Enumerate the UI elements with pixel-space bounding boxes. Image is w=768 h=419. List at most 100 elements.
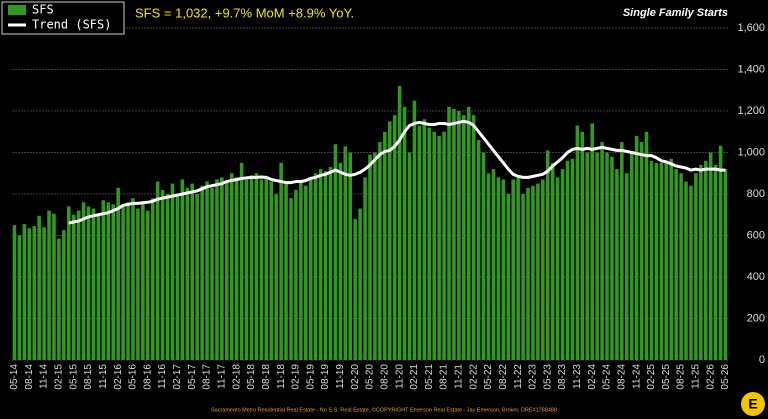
bar — [42, 227, 46, 360]
bar — [679, 173, 683, 360]
bar — [57, 238, 61, 360]
x-tick-label: 11-25 — [691, 364, 702, 389]
bar — [496, 177, 501, 360]
bar — [654, 162, 659, 360]
x-tick-label: 11-20 — [394, 364, 405, 389]
x-tick-label: 02-25 — [646, 364, 657, 390]
bar — [694, 173, 698, 360]
bar — [210, 187, 214, 360]
bar — [294, 189, 298, 360]
bar — [289, 198, 293, 360]
bar — [417, 125, 422, 361]
x-tick-label: 02-16 — [113, 364, 124, 390]
y-tick-label: 200 — [747, 312, 765, 324]
bar — [555, 177, 560, 360]
x-tick-label: 08-22 — [498, 364, 509, 390]
bar — [304, 185, 308, 360]
source-note: Sacramento Metro Residential Real Estate… — [211, 406, 557, 413]
legend-label: Trend (SFS) — [32, 18, 111, 32]
bar — [205, 181, 209, 360]
x-tick-label: 11-17 — [217, 364, 228, 389]
bar — [249, 175, 254, 360]
bar — [664, 162, 669, 360]
bar — [180, 179, 185, 360]
bar — [432, 131, 436, 360]
bar — [580, 131, 585, 360]
x-tick-label: 02-15 — [54, 364, 65, 390]
x-tick-label: 02-26 — [705, 364, 716, 390]
bar — [506, 194, 511, 360]
bar — [111, 204, 116, 360]
bar — [363, 177, 367, 360]
bar — [234, 177, 239, 360]
x-tick-label: 08-18 — [261, 364, 272, 390]
bar — [550, 162, 555, 360]
bar — [106, 202, 111, 360]
x-tick-label: 08-15 — [83, 364, 94, 390]
x-tick-label: 02-19 — [291, 364, 302, 390]
bar — [590, 123, 594, 360]
bar — [318, 169, 323, 360]
bar — [516, 177, 520, 360]
x-tick-label: 11-21 — [454, 364, 465, 389]
x-tick-label: 02-22 — [468, 364, 479, 390]
bar — [447, 106, 451, 360]
bar — [32, 226, 36, 360]
bar — [605, 152, 609, 360]
bar — [378, 142, 382, 360]
bar — [462, 115, 466, 361]
bar — [22, 224, 27, 360]
bar — [185, 187, 190, 360]
bar — [471, 115, 476, 361]
bar — [699, 164, 703, 360]
bar — [545, 150, 550, 360]
bar — [323, 171, 328, 360]
x-tick-label: 05-26 — [720, 364, 731, 390]
bar — [91, 208, 96, 360]
bar — [718, 145, 723, 360]
bar — [81, 202, 86, 360]
bar — [397, 86, 402, 360]
chart-title: Single Family Starts — [623, 7, 728, 19]
x-tick-label: 11-22 — [513, 364, 524, 389]
bar — [689, 185, 693, 360]
x-tick-label: 05-14 — [9, 364, 20, 390]
bar — [52, 213, 56, 360]
bar — [723, 169, 728, 360]
y-tick-label: 400 — [747, 271, 765, 283]
bar — [457, 111, 461, 360]
bar — [615, 169, 619, 360]
bar — [76, 210, 81, 360]
x-tick-label: 05-22 — [483, 364, 494, 390]
bar — [259, 179, 264, 360]
bar — [225, 181, 229, 360]
bar — [67, 206, 71, 360]
bar — [313, 173, 318, 360]
bar — [269, 181, 274, 360]
bar — [526, 187, 530, 360]
bar — [585, 152, 590, 360]
bar — [165, 194, 170, 360]
bar — [575, 125, 580, 361]
bar — [639, 142, 644, 360]
bar — [284, 183, 288, 360]
bar — [358, 208, 362, 360]
x-tick-label: 11-24 — [631, 364, 642, 389]
bar — [620, 142, 624, 360]
x-tick-label: 05-23 — [542, 364, 553, 390]
trend-line — [68, 119, 726, 225]
bar — [195, 194, 199, 360]
bar — [600, 142, 604, 360]
y-tick-label: 600 — [747, 229, 765, 241]
bar — [511, 179, 515, 360]
bar — [215, 179, 219, 360]
x-tick-label: 11-18 — [276, 364, 287, 389]
x-tick-label: 02-18 — [231, 364, 242, 390]
bar — [343, 146, 348, 360]
svg-text:E: E — [748, 396, 757, 412]
bar — [17, 235, 22, 360]
bar — [155, 181, 160, 360]
bar — [239, 162, 244, 360]
bar — [595, 152, 599, 360]
x-tick-label: 08-17 — [202, 364, 213, 390]
